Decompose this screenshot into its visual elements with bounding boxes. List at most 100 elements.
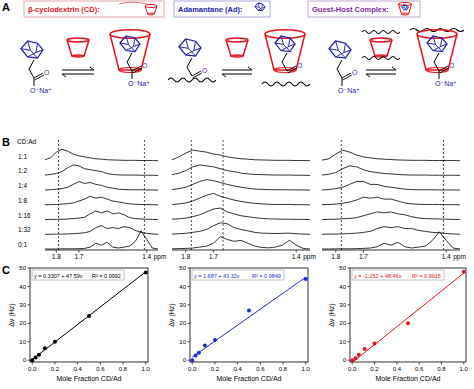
- fit-line: [352, 273, 464, 362]
- axis-label: Δν (Hz): [328, 303, 336, 326]
- plot-area: [172, 140, 310, 250]
- tick-label: 0.8: [437, 366, 446, 372]
- legend-label: 1:8: [18, 197, 27, 204]
- tick-label: 0.4: [233, 366, 242, 372]
- data-point: [30, 358, 34, 362]
- counterion-label: O⁻Na⁺: [435, 80, 457, 87]
- y-tick: [348, 268, 351, 269]
- tick-label: 0.0: [28, 366, 37, 372]
- legend-label: Adamantane (Ad):: [178, 5, 243, 14]
- tick-label: 0.2: [370, 366, 379, 372]
- spectrum-trace: [322, 197, 460, 205]
- tick-label: 10: [339, 339, 346, 345]
- bond: [282, 53, 287, 71]
- cyclodextrin-base: [72, 55, 84, 57]
- spectrum-trace: [45, 211, 158, 220]
- equation-box: [32, 270, 124, 280]
- plot-area: [350, 270, 466, 362]
- double-bond: [192, 71, 202, 78]
- y-tick: [348, 323, 351, 324]
- cyclodextrin-icon: [265, 30, 305, 73]
- equation-label: y = -1.252 + 48.46x: [354, 273, 402, 279]
- reference-line: [223, 140, 224, 250]
- cyclodextrin-base: [401, 13, 408, 15]
- cyclodextrin-base: [148, 13, 155, 15]
- tick-label: 50: [339, 265, 346, 271]
- y-tick: [28, 268, 31, 269]
- x-tick: [352, 362, 353, 365]
- adamantane-bonds: [120, 36, 140, 52]
- cyclodextrin-body: [417, 34, 457, 70]
- data-point: [304, 277, 308, 281]
- y-tick: [188, 286, 191, 287]
- tick-label: 1.8: [181, 253, 190, 260]
- tick-label: 10: [179, 339, 186, 345]
- cyclodextrin-body: [265, 34, 305, 70]
- data-point: [373, 342, 377, 346]
- data-point: [354, 356, 358, 360]
- carboxylate-chain: OO⁻Na⁺: [127, 53, 150, 87]
- tick-label: 20: [19, 320, 26, 326]
- equilibrium-arrow: [366, 67, 396, 77]
- plot-area: [30, 271, 147, 362]
- tick-label: 1.4: [442, 253, 451, 260]
- plot-frame: [30, 268, 148, 362]
- plot-area: [45, 140, 158, 250]
- panel-label: A: [2, 1, 10, 13]
- tick-label: 0.4: [73, 366, 82, 372]
- reference-line: [191, 140, 192, 250]
- counterion-label: O⁻Na⁺: [338, 87, 360, 94]
- adamantane-icon: [21, 41, 43, 58]
- y-tick: [188, 323, 191, 324]
- cyclodextrin-base: [231, 55, 243, 57]
- carboxylate-chain: O O⁻Na⁺: [434, 53, 457, 87]
- spectrum-trace: [45, 182, 158, 191]
- equation-label: y = 0.3307 + 47.59x: [34, 273, 83, 279]
- data-point: [53, 340, 57, 344]
- data-point: [197, 351, 201, 355]
- legend-label: 1:32: [18, 226, 31, 233]
- spectrum-trace: [322, 212, 460, 220]
- axis-label: Mole Fraction CD/Ad: [376, 375, 441, 382]
- tick-label: 1.0: [302, 366, 311, 372]
- y-tick: [188, 304, 191, 305]
- x-tick: [145, 362, 146, 365]
- tick-label: 0.0: [188, 366, 197, 372]
- tick-label: 0.6: [256, 366, 265, 372]
- cyclodextrin-icon: [226, 38, 248, 57]
- tick-label: 0.2: [211, 366, 220, 372]
- y-tick: [28, 341, 31, 342]
- bond: [434, 53, 439, 71]
- bond: [29, 60, 34, 78]
- data-point: [406, 321, 410, 325]
- data-point: [194, 354, 198, 358]
- double-bond: [287, 66, 297, 73]
- tick-label: 0: [183, 357, 187, 363]
- spectrum-trace: [45, 226, 158, 235]
- figure: ABCβ-cyclodextrin (CD):Adamantane (Ad):G…: [0, 0, 474, 389]
- atom-label: O: [44, 69, 50, 76]
- tick-label: 0.6: [96, 366, 105, 372]
- axis-label: ppm: [154, 253, 167, 261]
- panel-label: C: [2, 264, 10, 276]
- legend-label: β-cyclodextrin (CD):: [28, 5, 100, 14]
- x-tick: [441, 362, 442, 365]
- y-tick: [28, 323, 31, 324]
- data-point: [190, 358, 194, 362]
- adamantane-bonds: [402, 5, 409, 10]
- y-tick: [348, 286, 351, 287]
- r2-label: R² = 0.9992: [92, 273, 121, 279]
- tick-label: 30: [339, 302, 346, 308]
- cyclodextrin-icon: [417, 30, 457, 73]
- plot-area: [190, 277, 307, 362]
- data-point: [462, 270, 466, 274]
- spectrum-trace: [45, 165, 158, 176]
- y-tick: [348, 304, 351, 305]
- spectrum-trace: [322, 166, 460, 176]
- cyclodextrin-icon: [67, 38, 89, 57]
- equation-box: [352, 270, 444, 280]
- adamantane-cage: [329, 41, 351, 58]
- counterion-label: O⁻Na⁺: [128, 80, 150, 87]
- tick-label: 0: [343, 357, 347, 363]
- atom-label: O: [449, 62, 455, 69]
